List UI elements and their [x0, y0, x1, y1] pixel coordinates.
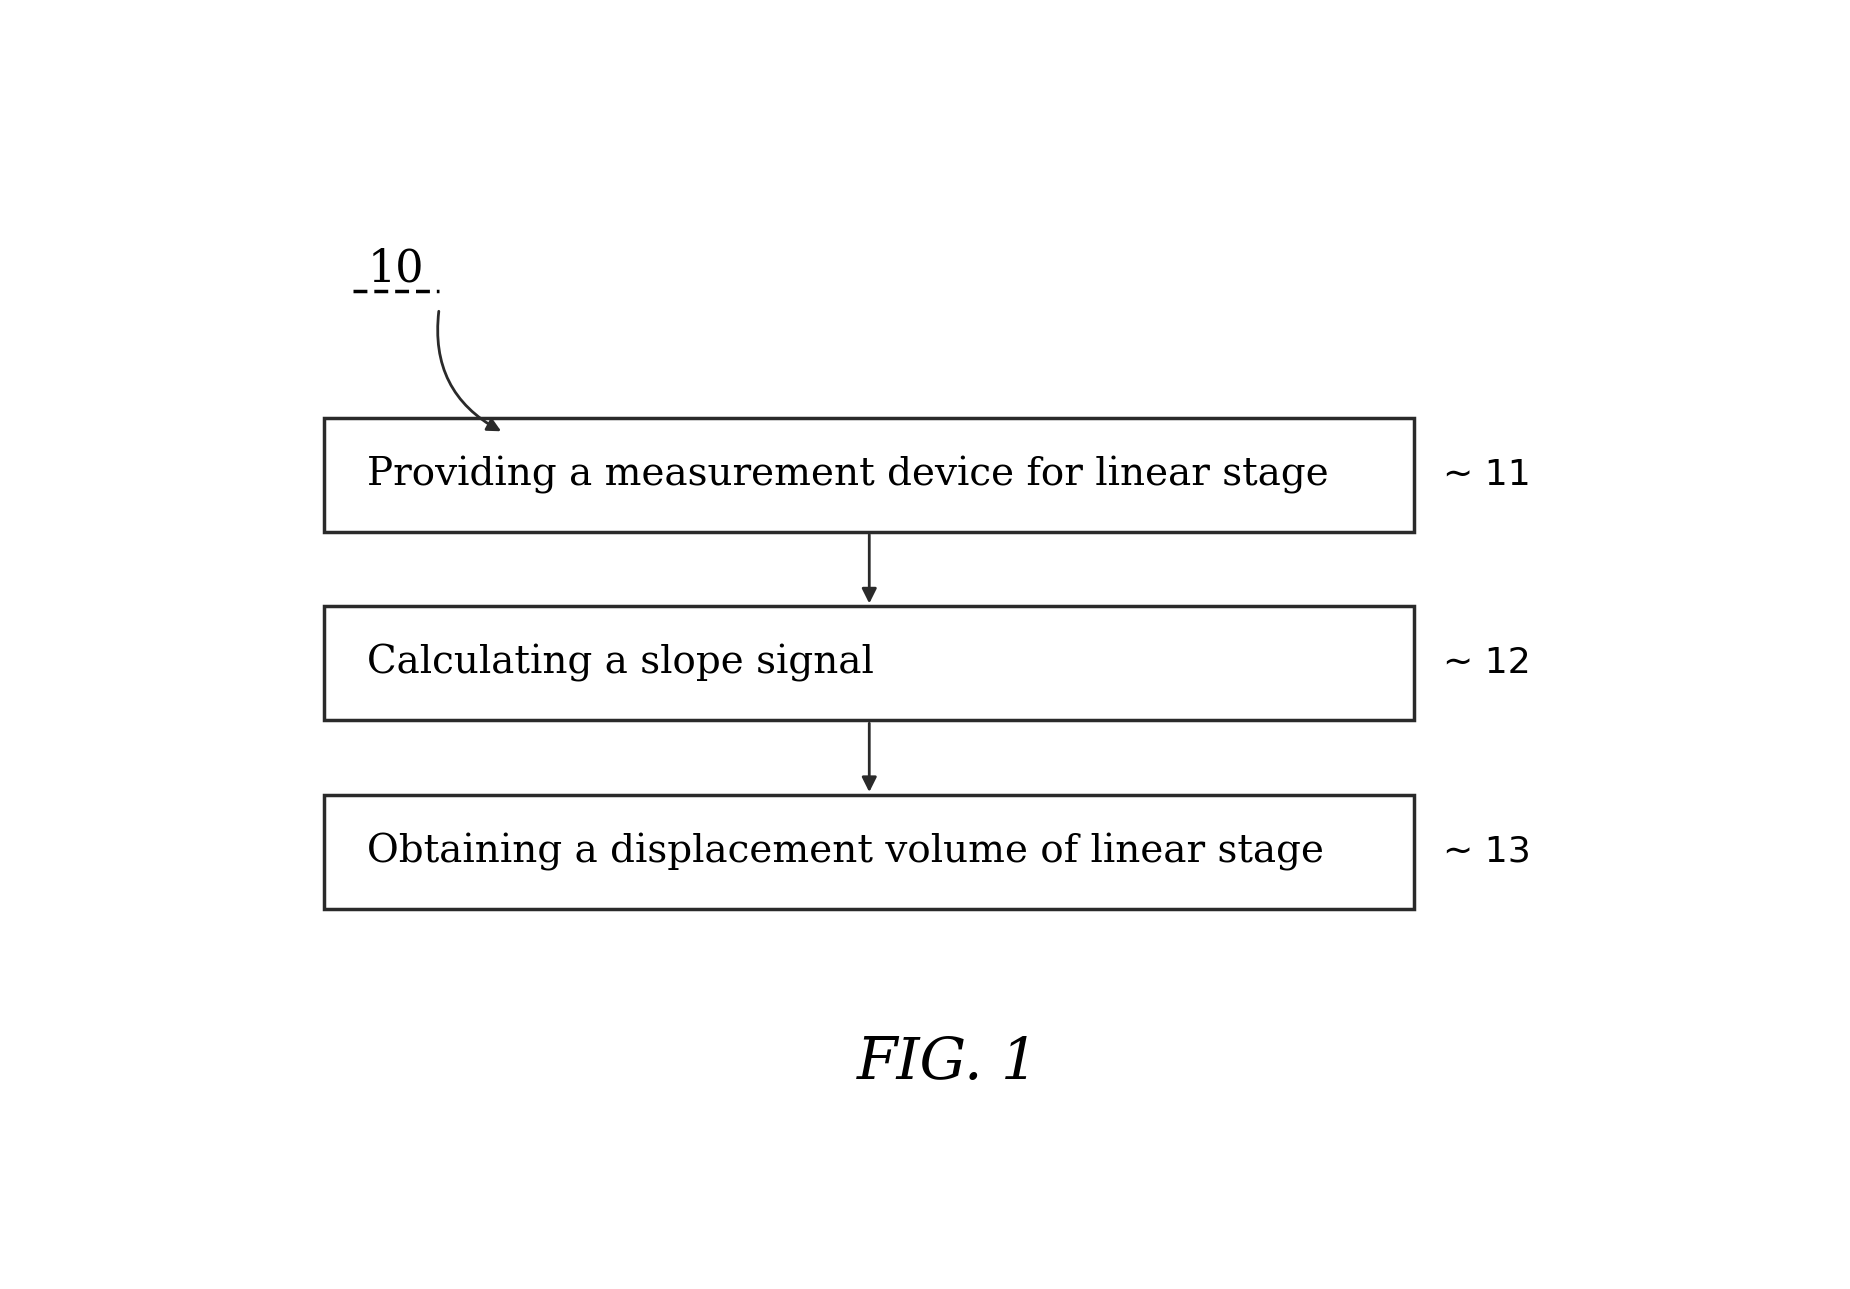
- Text: FIG. 1: FIG. 1: [857, 1035, 1040, 1090]
- FancyBboxPatch shape: [324, 795, 1413, 909]
- Text: Obtaining a displacement volume of linear stage: Obtaining a displacement volume of linea…: [368, 833, 1325, 871]
- FancyArrowPatch shape: [438, 311, 498, 429]
- Text: 10: 10: [368, 247, 424, 290]
- Text: ∼ 13: ∼ 13: [1443, 835, 1530, 869]
- Text: Providing a measurement device for linear stage: Providing a measurement device for linea…: [368, 456, 1328, 494]
- Text: ∼ 12: ∼ 12: [1443, 646, 1530, 681]
- FancyBboxPatch shape: [324, 606, 1413, 721]
- Text: ∼ 11: ∼ 11: [1443, 458, 1530, 492]
- FancyBboxPatch shape: [324, 418, 1413, 532]
- Text: Calculating a slope signal: Calculating a slope signal: [368, 644, 875, 682]
